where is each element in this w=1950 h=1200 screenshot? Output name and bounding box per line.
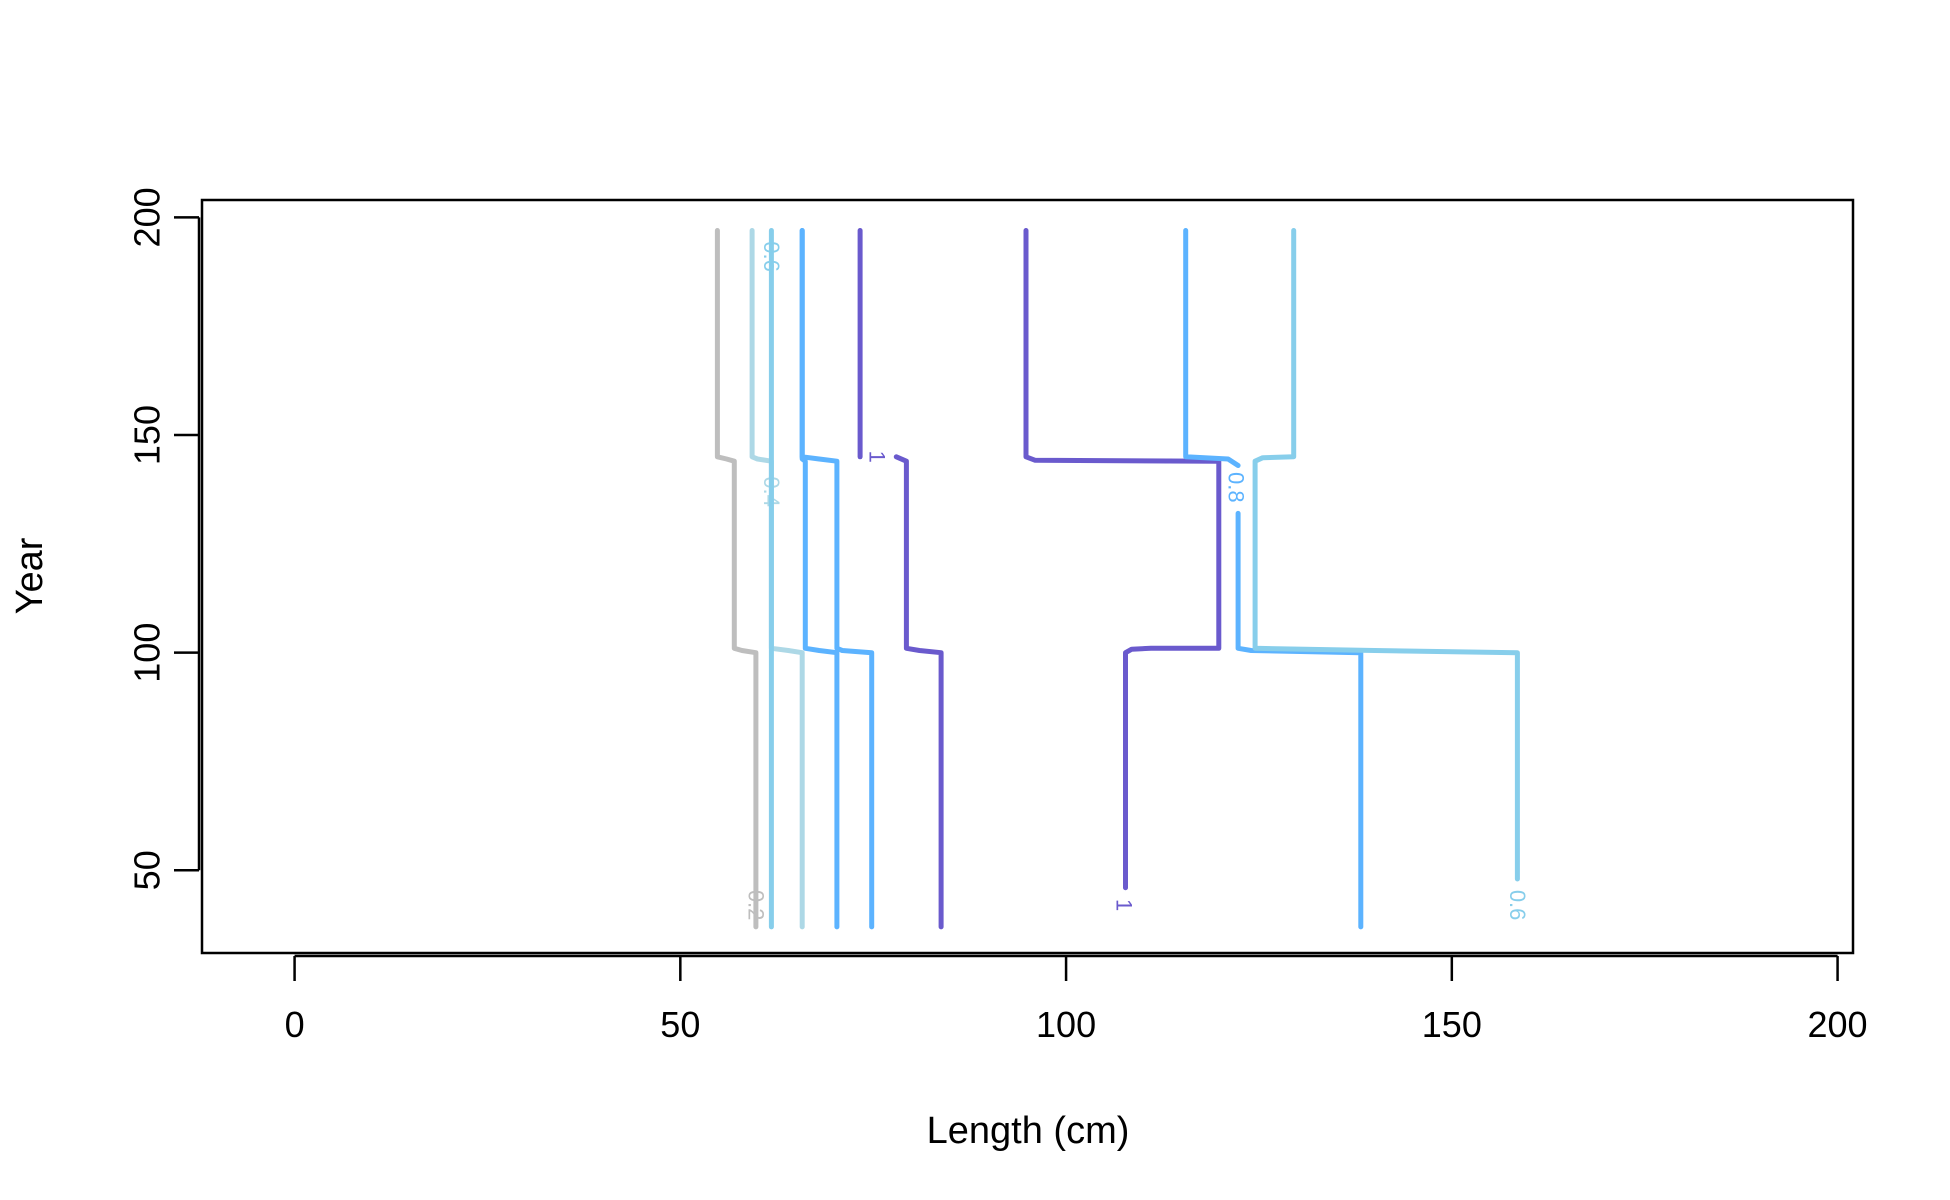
y-axis: 50 100 150 200 bbox=[127, 187, 201, 890]
contour-line-3 bbox=[799, 228, 840, 930]
contour-line-8 bbox=[1235, 510, 1364, 930]
contour-label: 0.6 bbox=[1505, 890, 1530, 921]
contour-label: 1 bbox=[1111, 899, 1136, 911]
y-axis-title: Year bbox=[9, 537, 51, 614]
contour-line-5 bbox=[893, 454, 944, 930]
contour-line-7 bbox=[1023, 228, 1222, 891]
x-tick-label: 50 bbox=[660, 1004, 700, 1045]
contour-line-0 bbox=[714, 228, 759, 930]
x-tick-label: 200 bbox=[1808, 1004, 1868, 1045]
contour-label: 0.6 bbox=[759, 241, 784, 272]
x-axis: 0 50 100 150 200 bbox=[285, 954, 1868, 1045]
plot-frame bbox=[200, 198, 1855, 955]
x-tick-label: 150 bbox=[1422, 1004, 1482, 1045]
y-tick-label: 100 bbox=[127, 623, 168, 683]
y-tick-label: 50 bbox=[127, 850, 168, 890]
contour-line-10 bbox=[1252, 228, 1520, 882]
contour-line-9 bbox=[1183, 228, 1241, 468]
contour-label: 1 bbox=[865, 451, 890, 463]
contour-label: 0.2 bbox=[743, 890, 768, 921]
y-tick-label: 150 bbox=[127, 405, 168, 465]
x-tick-label: 100 bbox=[1036, 1004, 1096, 1045]
x-axis-title: Length (cm) bbox=[927, 1110, 1130, 1152]
contour-line-4 bbox=[799, 228, 875, 930]
contour-label: 0.8 bbox=[1223, 472, 1248, 503]
x-tick-label: 0 bbox=[285, 1004, 305, 1045]
contour-line-1 bbox=[749, 228, 805, 930]
y-tick-label: 200 bbox=[127, 187, 168, 247]
